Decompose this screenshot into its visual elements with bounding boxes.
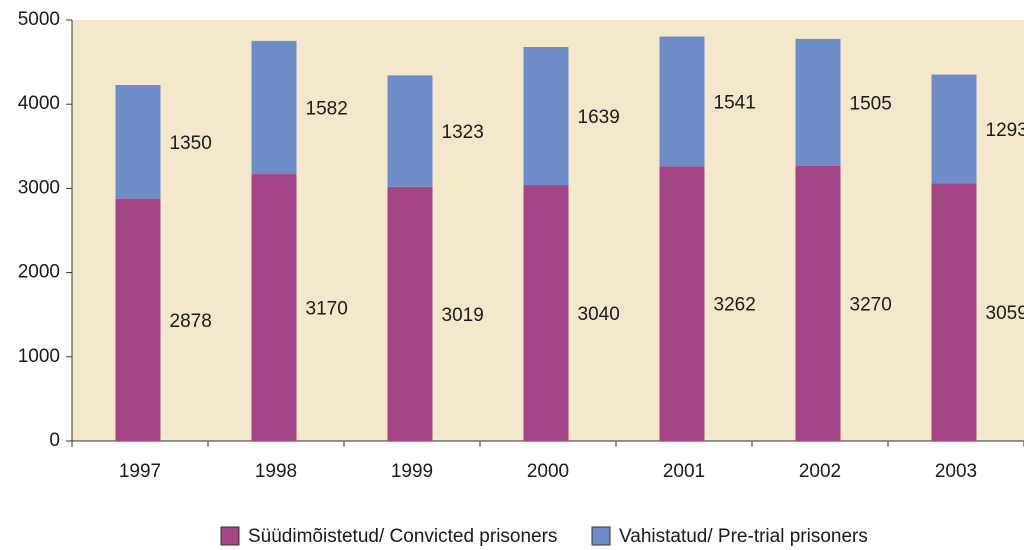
- bar-segment: [659, 166, 705, 441]
- bar-segment: [251, 174, 297, 441]
- x-tick-label: 2001: [663, 461, 705, 482]
- bar-segment: [115, 85, 161, 199]
- y-tick-label: 3000: [18, 177, 60, 198]
- bar-segment: [251, 40, 297, 175]
- bar-segment: [387, 186, 433, 441]
- data-label: 1350: [170, 133, 212, 154]
- data-label: 1323: [442, 122, 484, 143]
- legend-swatch: [220, 526, 240, 546]
- data-label: 1541: [714, 92, 756, 113]
- data-label: 3262: [714, 295, 756, 316]
- data-label: 3170: [306, 299, 348, 320]
- data-label: 2878: [170, 311, 212, 332]
- bar-segment: [115, 198, 161, 441]
- y-tick-label: 0: [49, 430, 60, 451]
- bar-segment: [523, 47, 569, 186]
- x-tick-label: 1997: [119, 461, 161, 482]
- data-label: 3059: [986, 303, 1024, 324]
- data-label: 1505: [850, 93, 892, 114]
- bar-segment: [931, 183, 977, 442]
- legend-swatch: [591, 526, 611, 546]
- bar-segment: [387, 75, 433, 187]
- bar-segment: [795, 38, 841, 166]
- data-label: 1582: [306, 98, 348, 119]
- data-label: 1293: [986, 120, 1024, 141]
- bar-segment: [523, 185, 569, 441]
- x-tick-label: 2003: [935, 461, 977, 482]
- x-tick-label: 1999: [391, 461, 433, 482]
- bar-segment: [659, 36, 705, 167]
- legend-label: Vahistatud/ Pre-trial prisoners: [619, 526, 868, 547]
- x-tick-label: 2000: [527, 461, 569, 482]
- bar-segment: [795, 165, 841, 441]
- data-label: 3019: [442, 305, 484, 326]
- y-tick-label: 2000: [18, 262, 60, 283]
- data-label: 1639: [578, 107, 620, 128]
- bar-segment: [931, 74, 977, 184]
- y-tick-label: 4000: [18, 93, 60, 114]
- y-tick-label: 1000: [18, 346, 60, 367]
- data-label: 3270: [850, 294, 892, 315]
- y-tick-label: 5000: [18, 9, 60, 30]
- x-tick-label: 1998: [255, 461, 297, 482]
- x-tick-label: 2002: [799, 461, 841, 482]
- legend-label: Süüdimõistetud/ Convicted prisoners: [248, 526, 557, 547]
- data-label: 3040: [578, 304, 620, 325]
